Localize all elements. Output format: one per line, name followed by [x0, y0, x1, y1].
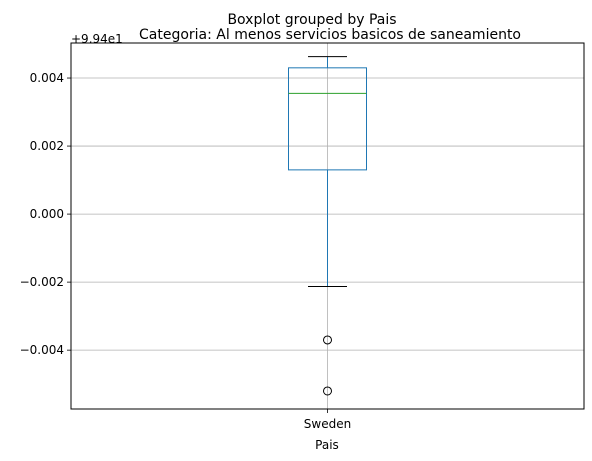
y-tick-label: 0.000: [30, 207, 64, 221]
y-tick-label: −0.002: [20, 275, 64, 289]
y-offset-label: +9.94e1: [71, 32, 123, 46]
chart-title: Categoria: Al menos servicios basicos de…: [139, 27, 521, 43]
outlier-point: [323, 335, 332, 345]
outlier-point: [323, 386, 332, 396]
y-tick-label: −0.004: [20, 343, 64, 357]
x-tick-label: Sweden: [304, 417, 351, 431]
y-tick-label: 0.004: [30, 71, 64, 85]
y-ticks: −0.004 −0.002 0.000 0.002 0.004: [20, 71, 71, 357]
x-ticks: Sweden: [304, 409, 351, 431]
iqr-box: [288, 67, 367, 171]
x-axis-label: Pais: [315, 438, 339, 452]
y-tick-label: 0.002: [30, 139, 64, 153]
box-layer: [288, 56, 367, 396]
chart-suptitle: Boxplot grouped by Pais: [227, 12, 396, 28]
